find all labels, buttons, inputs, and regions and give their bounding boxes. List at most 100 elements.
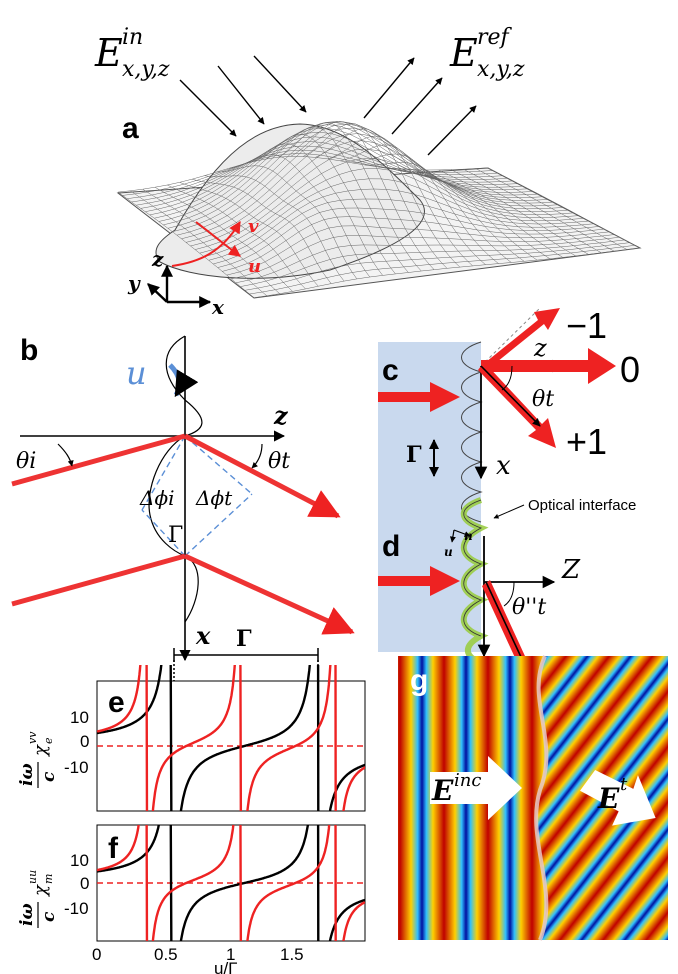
g-metasurface-curve <box>534 655 549 941</box>
ef-gamma-label: Γ <box>236 626 252 652</box>
black-curve-segment <box>169 825 310 941</box>
e-ytick-m10: -10 <box>64 758 89 777</box>
xtick-1.5: 1.5 <box>280 945 304 964</box>
red-curve-segment <box>145 825 235 941</box>
d-incident-arrow <box>378 566 460 596</box>
svg-text:iω: iω <box>17 763 37 786</box>
g-e-inc-base: E <box>431 774 454 807</box>
e-ref-label: E ref x,y,z <box>449 25 525 82</box>
black-curve-segment <box>97 665 163 735</box>
c-dotted-line <box>480 307 541 367</box>
mesh-line <box>249 245 635 295</box>
b-u-label: u <box>126 354 147 392</box>
c-order-0-arrow <box>481 348 616 384</box>
panel-b: b z x u θi θt Δϕi <box>11 334 355 662</box>
panel-g-label: g <box>410 664 428 697</box>
red-curve-segment <box>334 825 365 941</box>
panel-a: a E in x,y,z E ref x,y,z <box>94 25 642 319</box>
panel-f-label: f <box>108 832 119 865</box>
b-x-label: x <box>195 621 211 650</box>
g-e-inc-arrow <box>430 756 522 820</box>
d-n-arrow <box>453 529 471 537</box>
c-order-m1-label: −1 <box>566 305 607 346</box>
d-n-label: n <box>464 529 473 543</box>
d-u-arrow <box>449 529 456 543</box>
b-rays <box>11 433 355 635</box>
coord-v-label: v <box>248 216 259 237</box>
e-ref-sub: x,y,z <box>477 57 525 82</box>
panel-a-label: a <box>122 112 139 145</box>
panel-ef: Γ e f 10 0 -10 10 0 -10 0 0.5 1 1.5 u/Γ … <box>17 626 366 974</box>
mesh-grid <box>117 121 641 298</box>
mesh-line <box>235 236 620 284</box>
mesh-line <box>244 242 630 291</box>
e-plot-area <box>97 665 365 811</box>
b-gamma-label: Γ <box>168 523 183 548</box>
c-theta-line <box>480 365 541 427</box>
c-order-m1-arrow <box>481 308 560 370</box>
f-ytick-m10: -10 <box>64 899 89 918</box>
c-order-0-label: 0 <box>620 349 640 390</box>
mesh-line <box>253 247 641 298</box>
axis-y-label: y <box>127 271 141 295</box>
optical-interface-pointer <box>493 504 525 519</box>
xtick-1: 1 <box>226 945 235 964</box>
d-interface-profile-line <box>463 499 483 637</box>
c-theta-t-label: θt <box>532 387 554 412</box>
g-e-t-base: E <box>597 782 620 815</box>
panel-g: g E inc E t <box>398 655 668 941</box>
b-theta-t-label: θt <box>268 449 290 474</box>
e-ylabel: iω c χ vv e <box>17 731 59 788</box>
black-curve-segment <box>316 665 365 811</box>
black-curve-segment <box>97 825 161 873</box>
b-dphi-i-label: Δϕi <box>139 486 174 510</box>
d-z-label: Z <box>561 555 581 585</box>
svg-text:χ: χ <box>30 744 51 758</box>
mesh-line <box>240 239 625 287</box>
reflected-arrows <box>363 57 477 156</box>
cd-medium-background <box>378 342 481 652</box>
axis-z-label: z <box>151 247 164 271</box>
b-theta-i-label: θi <box>16 449 36 474</box>
b-u-arrow <box>168 363 199 398</box>
svg-text:iω: iω <box>17 903 37 926</box>
f-plot-area <box>97 825 365 941</box>
e-in-sup: in <box>122 25 143 50</box>
mesh-line <box>475 168 628 250</box>
e-ytick-10: 10 <box>70 708 89 727</box>
incident-arrows <box>179 55 307 137</box>
c-z-label: z <box>533 334 547 362</box>
e-in-sub: x,y,z <box>122 57 170 82</box>
e-ref-sup: ref <box>477 25 513 50</box>
svg-text:e: e <box>42 737 55 744</box>
mesh-line <box>487 167 641 249</box>
e-ref-base: E <box>449 31 478 75</box>
svg-text:vv: vv <box>26 731 39 744</box>
b-angle-arcs <box>57 443 263 469</box>
b-dashed-lines <box>141 435 253 557</box>
svg-text:c: c <box>39 771 59 782</box>
b-z-label: z <box>273 401 289 430</box>
c-gamma-label: Γ <box>406 442 422 468</box>
panel-d-label: d <box>382 530 400 563</box>
coord-u-label: u <box>248 256 261 277</box>
mesh-line <box>450 169 602 254</box>
xtick-0: 0 <box>92 945 101 964</box>
svg-text:χ: χ <box>30 884 51 898</box>
red-curve-segment <box>97 665 142 733</box>
red-curve-segment <box>239 825 331 941</box>
b-surface-profile <box>148 335 203 623</box>
black-curve-segment <box>316 825 365 941</box>
mesh-surface <box>116 121 642 299</box>
panel-c-label: c <box>382 354 399 387</box>
e-in-label: E in x,y,z <box>94 25 170 82</box>
c-theta-arc <box>501 365 513 391</box>
axis-x-label: x <box>211 295 225 319</box>
c-x-label: x <box>496 451 511 481</box>
uv-coordinates: v u <box>171 216 261 277</box>
svg-text:m: m <box>42 874 55 884</box>
red-curve-segment <box>334 665 365 811</box>
xtick-0.5: 0.5 <box>154 945 178 964</box>
mesh-line <box>231 234 615 280</box>
red-curve-segment <box>239 665 332 811</box>
